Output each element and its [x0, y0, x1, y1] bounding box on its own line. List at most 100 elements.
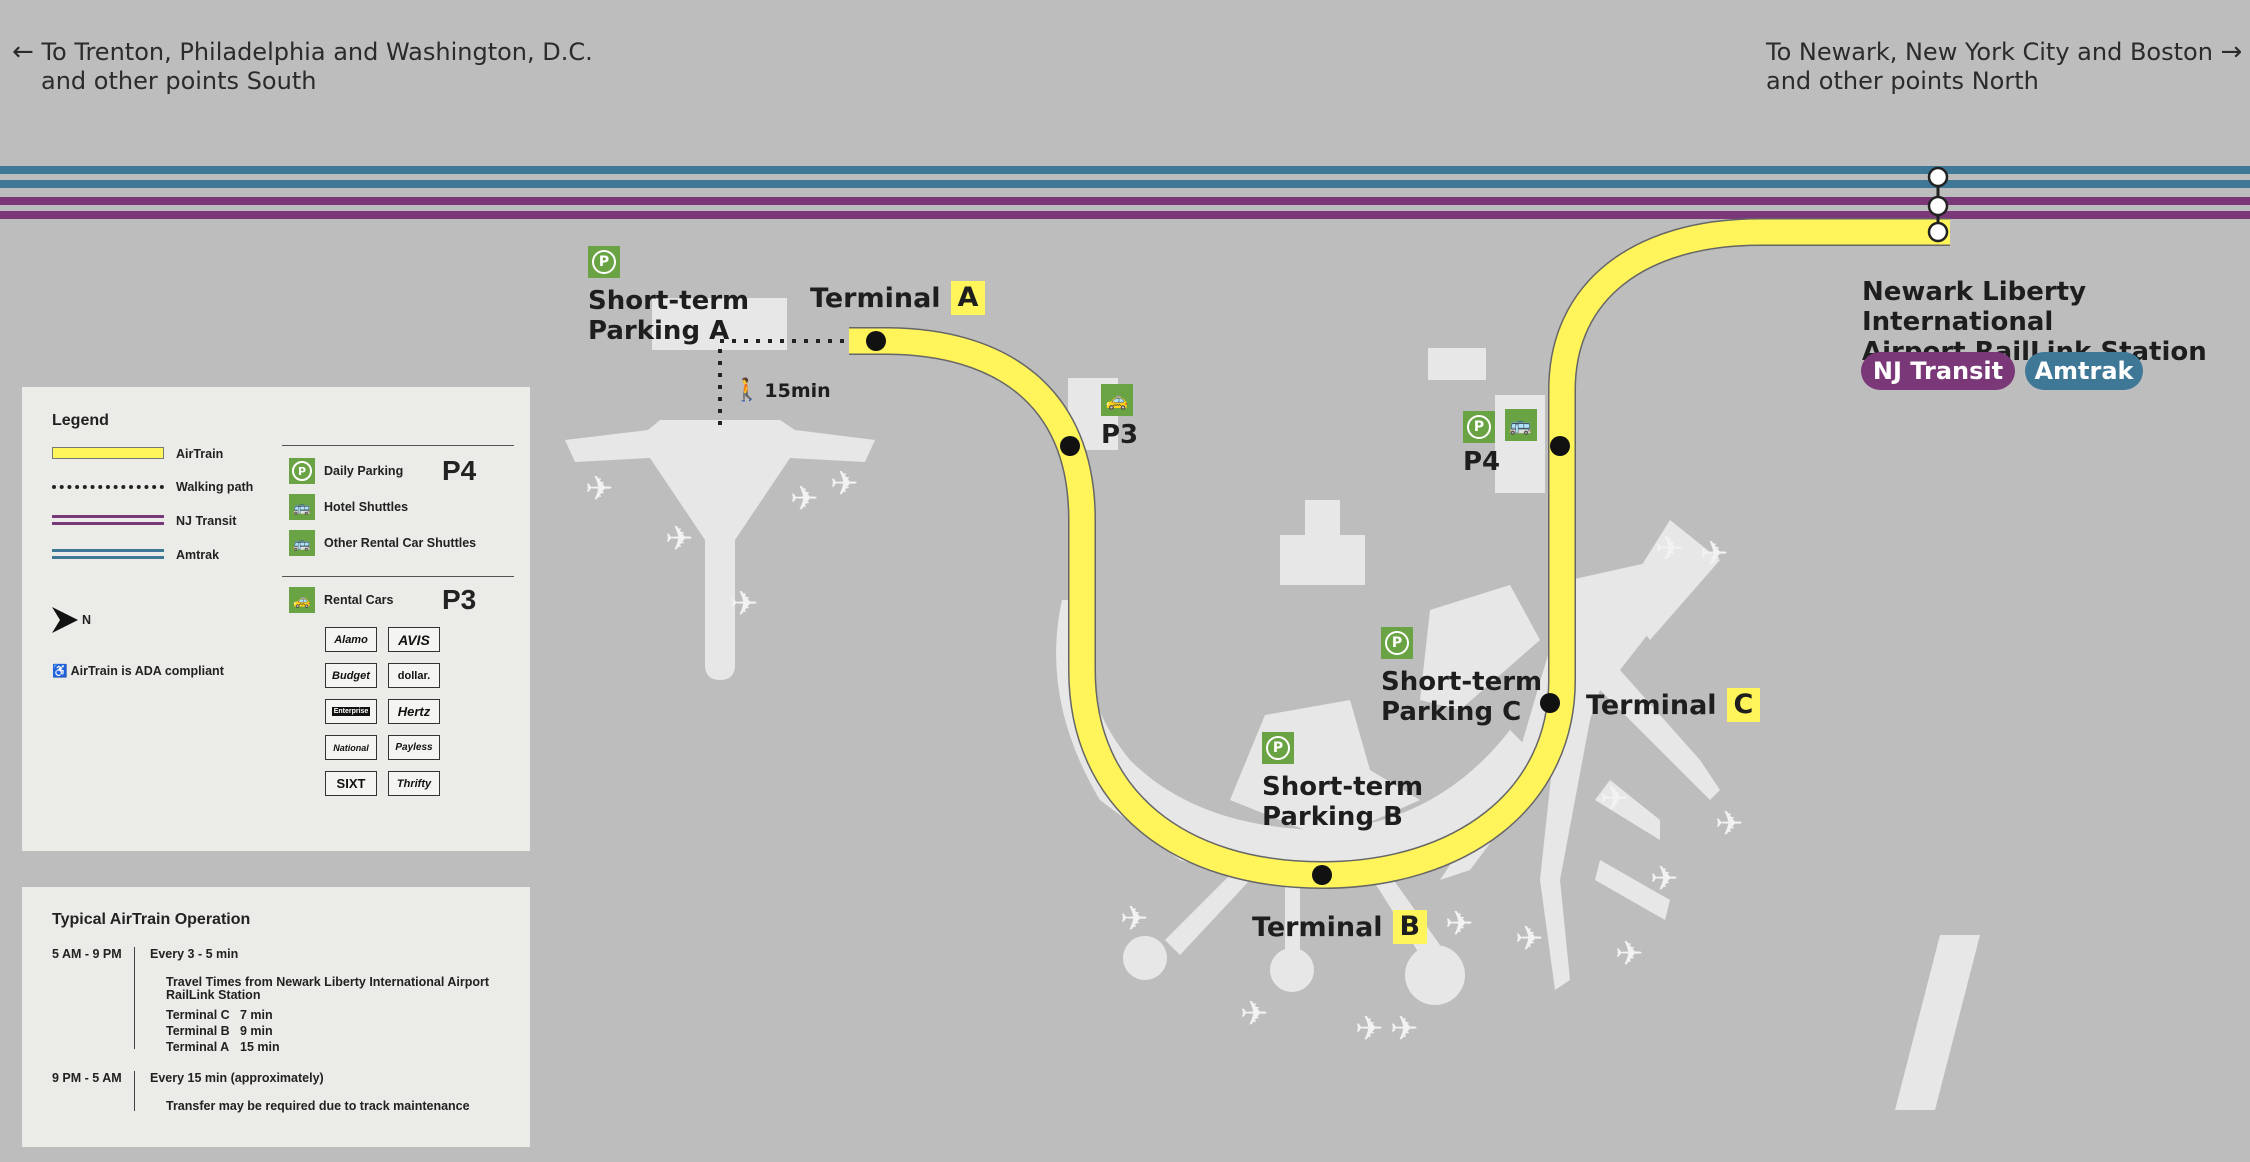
- alamo-logo: Alamo: [325, 627, 377, 652]
- legend-amtrak-label: Amtrak: [176, 548, 220, 562]
- travel-times-title-2: RailLink Station: [166, 988, 261, 1002]
- legend-divider: [282, 445, 514, 446]
- parking-c-line2: Parking C: [1381, 697, 1522, 727]
- parking-a: P Short-term Parking A: [588, 246, 749, 346]
- terminal-b-text: Terminal: [1252, 911, 1383, 943]
- legend-ada: ♿ AirTrain is ADA compliant: [52, 664, 224, 678]
- direction-north-line1: To Newark, New York City and Boston: [1766, 38, 2213, 66]
- night-hours: 9 PM - 5 AM: [52, 1071, 122, 1085]
- dollar-logo: dollar.: [388, 663, 440, 688]
- legend-amtrak-swatch: [52, 549, 164, 559]
- parking-b: P Short-term Parking B: [1262, 732, 1423, 832]
- p3-stop-label: 🚕 P3: [1101, 384, 1138, 450]
- legend-airtrain-label: AirTrain: [176, 447, 224, 461]
- legend-panel: Legend AirTrain Walking path NJ Transit …: [22, 387, 530, 851]
- airtrain-stops: [866, 331, 1570, 885]
- thrifty-logo: Thrifty: [388, 771, 440, 796]
- parking-b-line1: Short-term: [1262, 772, 1424, 802]
- parking-icon: P: [588, 246, 620, 278]
- walking-path: [718, 339, 848, 425]
- terminal-a-text: Terminal: [810, 282, 941, 314]
- airplane-icon: ✈: [1650, 859, 1679, 899]
- station-connector: [1927, 166, 1949, 243]
- travel-times-title-1: Travel Times from Newark Liberty Interna…: [166, 975, 490, 989]
- daily-parking-icon: P: [289, 458, 315, 484]
- airplane-icons: ✈ ✈ ✈ ✈ ✈ ✈ ✈ ✈ ✈ ✈ ✈ ✈ ✈ ✈ ✈ ✈ ✈: [585, 464, 1744, 1049]
- airplane-icon: ✈: [1600, 779, 1629, 819]
- terminal-b-label: Terminal B: [1252, 910, 1428, 944]
- terminal-a-building: [565, 298, 875, 680]
- direction-north-line2: and other points North: [1766, 67, 2039, 95]
- stop-terminal-a: [866, 331, 886, 351]
- legend-p4-code: P4: [442, 455, 477, 486]
- parking-icon: P: [1381, 627, 1413, 659]
- shuttle-icon: 🚌: [1504, 409, 1537, 441]
- avis-logo: AVIS: [388, 627, 440, 652]
- direction-north: To Newark, New York City and Boston → an…: [1766, 38, 2242, 96]
- rail-lines: [0, 166, 2250, 219]
- day-divider: [134, 947, 135, 1049]
- airplane-icon: ✈: [830, 464, 859, 504]
- terminal-c-text: Terminal: [1586, 689, 1717, 721]
- airplane-icon: ✈: [585, 469, 614, 509]
- wheelchair-icon: ♿: [52, 664, 68, 678]
- hertz-logo: Hertz: [388, 699, 440, 724]
- legend-nj-transit-swatch: [52, 515, 164, 525]
- north-arrow-icon: [52, 607, 78, 633]
- airplane-icon: ✈: [1615, 934, 1644, 974]
- direction-south: ← To Trenton, Philadelphia and Washingto…: [12, 38, 593, 96]
- parking-a-line2: Parking A: [588, 316, 730, 346]
- parking-icon: P: [1463, 410, 1495, 443]
- terminal-b-badge: B: [1392, 910, 1428, 944]
- rental-car-icon: 🚕: [1101, 384, 1133, 416]
- terminal-a-badge: A: [950, 281, 986, 315]
- legend-rental-cars: Rental Cars: [324, 593, 394, 607]
- stop-terminal-b: [1312, 865, 1332, 885]
- direction-south-line1: To Trenton, Philadelphia and Washington,…: [41, 38, 593, 66]
- operation-title: Typical AirTrain Operation: [52, 911, 251, 928]
- airplane-icon: ✈: [1355, 1009, 1384, 1049]
- time-terminal-a: Terminal A: [166, 1040, 230, 1054]
- time-terminal-c-value: 7 min: [240, 1008, 273, 1022]
- walk-time: 🚶 15min: [733, 378, 831, 403]
- legend-walking-label: Walking path: [176, 480, 254, 494]
- terminal-c-badge: C: [1726, 688, 1761, 722]
- nj-transit-badge: NJ Transit: [1861, 352, 2015, 390]
- walk-time-text: 15min: [764, 379, 831, 402]
- arrow-left-icon: ←: [12, 37, 34, 67]
- legend-daily-parking: Daily Parking: [324, 464, 404, 478]
- airplane-icon: ✈: [1240, 994, 1269, 1034]
- terminal-c-label: Terminal C: [1586, 688, 1761, 722]
- airplane-icon: ✈: [1515, 919, 1544, 959]
- parking-b-line2: Parking B: [1262, 802, 1403, 832]
- pedestrian-icon: 🚶: [733, 378, 761, 403]
- legend-divider: [282, 576, 514, 577]
- night-note: Transfer may be required due to track ma…: [166, 1099, 470, 1113]
- airplane-icon: ✈: [1120, 899, 1149, 939]
- airplane-icon: ✈: [1655, 529, 1684, 569]
- stop-p4: [1550, 436, 1570, 456]
- parking-icon: P: [1262, 732, 1294, 764]
- parking-a-line1: Short-term: [588, 286, 750, 316]
- rental-car-icon: 🚕: [289, 587, 315, 613]
- time-terminal-c: Terminal C: [166, 1008, 230, 1022]
- airplane-icon: ✈: [1715, 804, 1744, 844]
- legend-hotel-shuttles: Hotel Shuttles: [324, 500, 409, 514]
- operation-panel: Typical AirTrain Operation 5 AM - 9 PM E…: [22, 887, 530, 1147]
- stop-p3: [1060, 436, 1080, 456]
- p3-text: P3: [1101, 420, 1139, 450]
- enterprise-logo: Enterprise: [325, 699, 377, 724]
- airplane-icon: ✈: [730, 584, 759, 624]
- station-name-line1: Newark Liberty International: [1862, 277, 2087, 337]
- national-logo: National: [325, 735, 377, 760]
- time-terminal-b-value: 9 min: [240, 1024, 273, 1038]
- time-terminal-a-value: 15 min: [240, 1040, 280, 1054]
- day-hours: 5 AM - 9 PM: [52, 947, 122, 961]
- stop-terminal-c: [1540, 693, 1560, 713]
- legend-title: Legend: [52, 412, 109, 429]
- day-frequency: Every 3 - 5 min: [150, 947, 239, 961]
- sixt-logo: SIXT: [325, 771, 377, 796]
- direction-south-line2: and other points South: [41, 67, 317, 95]
- p4-stop-label: P 🚌 P4: [1463, 409, 1537, 477]
- airplane-icon: ✈: [665, 519, 694, 559]
